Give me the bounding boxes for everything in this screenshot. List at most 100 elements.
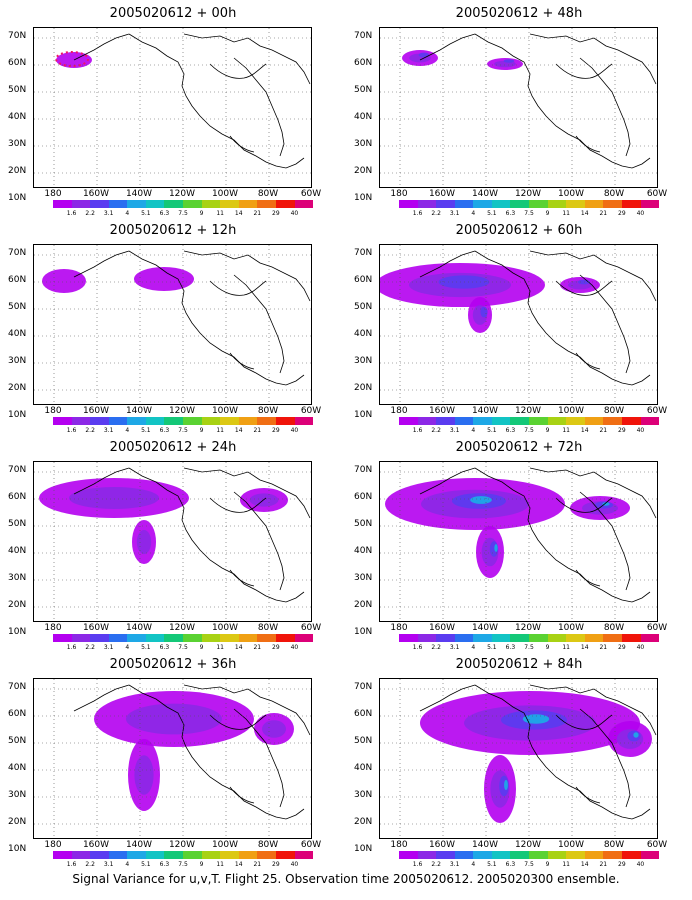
colorbar-swatch [399, 200, 418, 208]
coastline [73, 467, 130, 495]
coastline [233, 57, 285, 157]
x-tick-label: 60W [300, 623, 322, 633]
colorbar-label: 6.3 [505, 644, 516, 651]
colorbar-swatch [399, 851, 418, 859]
x-tick-label: 140W [471, 406, 499, 416]
y-tick-label: 50N [354, 519, 373, 529]
y-tick-label: 70N [8, 248, 27, 258]
colorbar-swatch [491, 200, 511, 208]
coastline [575, 569, 601, 587]
coastline [575, 786, 601, 804]
colorbar-label: 9 [545, 644, 550, 651]
colorbar-swatch [640, 851, 660, 859]
colorbar [53, 200, 314, 208]
x-tick-label: 80W [603, 189, 625, 199]
colorbar-label: 21 [599, 861, 608, 868]
colorbar-swatch [164, 200, 184, 208]
variance-region [633, 732, 639, 738]
y-tick-label: 60N [8, 492, 27, 502]
y-tick-label: 40N [8, 112, 27, 122]
panel-title: 2005020612 + 48h [455, 6, 583, 21]
y-tick-label: 70N [8, 31, 27, 41]
colorbar-swatch [491, 634, 511, 642]
colorbar-swatch [491, 851, 511, 859]
colorbar-swatch [220, 417, 239, 425]
colorbar-label: 40 [636, 861, 645, 868]
colorbar-label: 29 [272, 644, 280, 651]
colorbar-label: 21 [253, 427, 262, 434]
coastline [579, 708, 631, 808]
colorbar-label: 7.5 [524, 644, 534, 651]
x-tick-label: 160W [428, 189, 456, 199]
map-panel: 2005020612 + 72h 70N 60N 50N 40N 30N 20N 10N 180… [346, 434, 692, 651]
colorbar-swatch [164, 634, 184, 642]
variance-region [602, 502, 610, 506]
colorbar-swatch [417, 200, 437, 208]
map-svg [34, 28, 311, 187]
map-area [33, 461, 312, 622]
colorbar-label: 9 [199, 644, 204, 651]
colorbar-label: 9 [199, 210, 204, 217]
colorbar-label: 9 [545, 210, 550, 217]
colorbar-label: 21 [253, 644, 262, 651]
x-tick-label: 160W [428, 406, 456, 416]
y-tick-label: 10N [8, 193, 27, 203]
colorbar-swatch [145, 634, 165, 642]
colorbar-label: 11 [216, 861, 224, 868]
x-tick-label: 120W [168, 406, 196, 416]
coastline [229, 786, 255, 804]
colorbar-label: 2.2 [85, 210, 95, 217]
colorbar-swatch [238, 851, 258, 859]
y-tick-label: 60N [8, 275, 27, 285]
coastline [73, 684, 130, 712]
colorbar-swatch [584, 417, 604, 425]
y-tick-label: 30N [8, 790, 27, 800]
coastline [209, 280, 267, 296]
y-tick-label: 20N [354, 817, 373, 827]
y-tick-label: 10N [8, 627, 27, 637]
x-tick-label: 100W [211, 623, 239, 633]
y-tick-label: 10N [8, 844, 27, 854]
colorbar-swatch [108, 200, 128, 208]
x-tick-label: 180 [390, 406, 408, 416]
colorbar-label: 7.5 [524, 427, 534, 434]
colorbar-label: 14 [580, 210, 589, 217]
x-tick-label: 120W [514, 189, 542, 199]
y-tick-label: 40N [354, 329, 373, 339]
y-tick-label: 20N [354, 600, 373, 610]
x-tick-label: 60W [646, 840, 668, 850]
colorbar-swatch [436, 200, 455, 208]
variance-region [56, 52, 92, 68]
map-svg [380, 462, 657, 621]
y-tick-label: 50N [354, 85, 373, 95]
colorbar-swatch [127, 851, 146, 859]
colorbar-label: 4 [125, 644, 130, 651]
colorbar-label: 2.2 [431, 210, 441, 217]
y-tick-label: 30N [8, 139, 27, 149]
x-tick-label: 60W [646, 406, 668, 416]
colorbar-swatch [220, 200, 239, 208]
map-svg [380, 28, 657, 187]
colorbar-swatch [436, 851, 455, 859]
colorbar-label: 4 [471, 210, 476, 217]
coastline [555, 497, 613, 513]
x-tick-label: 160W [428, 840, 456, 850]
colorbar-swatch [529, 851, 548, 859]
colorbar-swatch [417, 851, 437, 859]
colorbar-label: 11 [562, 427, 570, 434]
x-tick-label: 160W [82, 623, 110, 633]
colorbar-swatch [220, 851, 239, 859]
colorbar-label: 6.3 [505, 427, 516, 434]
variance-region [249, 493, 279, 507]
x-tick-label: 180 [44, 406, 62, 416]
colorbar-label: 14 [580, 644, 589, 651]
coastline [529, 250, 657, 302]
coastline [575, 352, 601, 370]
colorbar-label: 6.3 [159, 427, 170, 434]
x-tick-label: 80W [603, 623, 625, 633]
panel-title: 2005020612 + 24h [109, 440, 237, 455]
colorbar-swatch [473, 851, 492, 859]
y-tick-label: 40N [8, 329, 27, 339]
colorbar-label: 2.2 [431, 861, 441, 868]
colorbar-label: 21 [599, 644, 608, 651]
